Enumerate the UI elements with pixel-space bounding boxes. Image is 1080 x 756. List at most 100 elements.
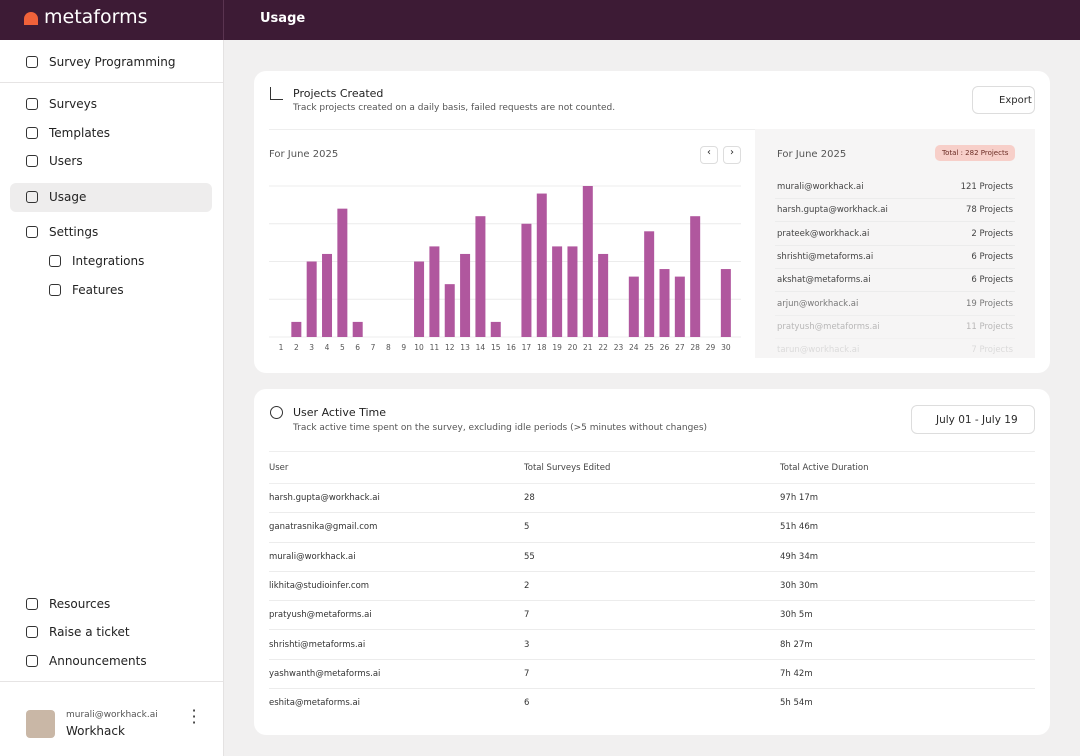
x-tick-label: 18 (537, 343, 547, 352)
bar (674, 276, 685, 337)
bar (521, 223, 532, 337)
bar (628, 276, 639, 337)
bar (536, 193, 547, 337)
panel-count: 6 Projects (971, 275, 1013, 286)
nav-item[interactable]: Settings (49, 225, 99, 239)
next-button[interactable]: › (723, 146, 741, 164)
panel-row: prateek@workhack.ai 2 Projects (775, 223, 1015, 246)
panel-row: pratyush@metaforms.ai 11 Projects (775, 316, 1015, 339)
table-cell: 55 (524, 551, 535, 562)
top-bar: metaforms Usage (0, 0, 1080, 40)
table-cell: yashwanth@metaforms.ai (269, 668, 381, 679)
nav-icon (49, 284, 61, 296)
panel-row: shrishti@metaforms.ai 6 Projects (775, 246, 1015, 269)
column-header[interactable]: Total Active Duration (780, 463, 869, 473)
panel-row: murali@workhack.ai 121 Projects (775, 176, 1015, 199)
bar (552, 246, 563, 337)
nav-item[interactable]: Usage (49, 190, 87, 204)
card-title: User Active Time (293, 406, 387, 419)
table-cell: 30h 30m (780, 580, 819, 591)
divider (0, 681, 223, 682)
table-cell: 7 (524, 610, 530, 621)
x-tick-label: 19 (552, 343, 562, 352)
table-row: shrishti@metaforms.ai 3 8h 27m (269, 631, 1035, 660)
nav-item[interactable]: Announcements (49, 654, 147, 668)
bar (322, 253, 333, 337)
nav-icon (26, 655, 38, 667)
table-cell: 5 (524, 522, 530, 533)
nav-item[interactable]: Surveys (49, 97, 97, 111)
bar (567, 246, 578, 337)
nav-item[interactable]: Features (72, 283, 124, 297)
total-badge: Total : 282 Projects (935, 145, 1016, 161)
page-title: Usage (260, 11, 306, 26)
active-time-card: User Active Time Track active time spent… (254, 389, 1050, 735)
x-tick-label: 20 (568, 343, 578, 352)
bar (306, 261, 317, 337)
bar (720, 269, 731, 337)
x-tick-label: 6 (355, 343, 360, 352)
projects-card: Projects Created Track projects created … (254, 71, 1050, 373)
nav-item[interactable]: Templates (49, 126, 111, 140)
prev-button[interactable]: ‹ (700, 146, 718, 164)
nav-item[interactable]: Survey Programming (49, 55, 176, 69)
bar (598, 253, 609, 337)
panel-user: harsh.gupta@workhack.ai (777, 205, 888, 216)
table-cell: 51h 46m (780, 522, 819, 533)
user-panel: For June 2025 Total : 282 Projects mural… (755, 129, 1035, 358)
panel-user: shrishti@metaforms.ai (777, 251, 874, 262)
divider (269, 129, 1035, 130)
date-range-picker[interactable]: July 01 - July 19 (911, 405, 1035, 434)
x-tick-label: 25 (644, 343, 654, 352)
bar (490, 321, 501, 337)
bar (291, 321, 302, 337)
user-org: Workhack (66, 724, 125, 738)
nav-icon (26, 155, 38, 167)
nav-item[interactable]: Integrations (72, 254, 145, 268)
chart-icon (270, 87, 283, 100)
sidebar: murali@workhack.ai Workhack · · · Survey P… (0, 40, 224, 756)
table-cell: 5h 54m (780, 698, 813, 709)
x-tick-label: 17 (522, 343, 532, 352)
column-header[interactable]: User (269, 463, 289, 473)
x-tick-label: 22 (598, 343, 608, 352)
nav-item[interactable]: Raise a ticket (49, 625, 130, 639)
logo (24, 12, 38, 25)
bar (429, 246, 440, 337)
nav-icon (49, 255, 61, 267)
table-cell: likhita@studioinfer.com (269, 580, 370, 591)
nav-icon (26, 56, 38, 68)
bar (414, 261, 425, 337)
divider (223, 0, 224, 40)
table-cell: harsh.gupta@workhack.ai (269, 493, 380, 503)
table-cell: 30h 5m (780, 610, 813, 621)
x-tick-label: 8 (386, 343, 391, 352)
x-tick-label: 1 (279, 343, 284, 352)
panel-count: 19 Projects (965, 298, 1013, 309)
table-row: likhita@studioinfer.com 2 30h 30m (269, 572, 1035, 602)
table-cell: 8h 27m (780, 639, 813, 650)
clock-icon (270, 406, 283, 419)
table-row: yashwanth@metaforms.ai 7 7h 42m (269, 660, 1035, 690)
x-tick-label: 30 (721, 343, 731, 352)
panel-user: akshat@metaforms.ai (777, 275, 871, 286)
card-subtitle: Track projects created on a daily basis,… (293, 103, 616, 113)
nav-icon (26, 226, 38, 238)
nav-item[interactable]: Resources (49, 597, 111, 611)
panel-count: 121 Projects (960, 182, 1013, 192)
x-tick-label: 4 (325, 343, 330, 352)
x-tick-label: 2 (294, 343, 299, 352)
bar (582, 186, 593, 337)
x-tick-label: 28 (690, 343, 700, 352)
panel-count: 11 Projects (965, 321, 1013, 332)
table-row: ganatrasnika@gmail.com 5 51h 46m (269, 513, 1035, 543)
column-header[interactable]: Total Surveys Edited (524, 463, 611, 473)
nav-icon (26, 191, 38, 203)
more-button[interactable]: · · · (191, 701, 197, 732)
export-button[interactable]: Export (972, 86, 1035, 114)
card-title: Projects Created (293, 87, 384, 100)
nav-item[interactable]: Users (49, 154, 83, 168)
panel-user: tarun@workhack.ai (777, 345, 860, 356)
bar (337, 208, 348, 337)
table-cell: 7 (524, 668, 530, 679)
